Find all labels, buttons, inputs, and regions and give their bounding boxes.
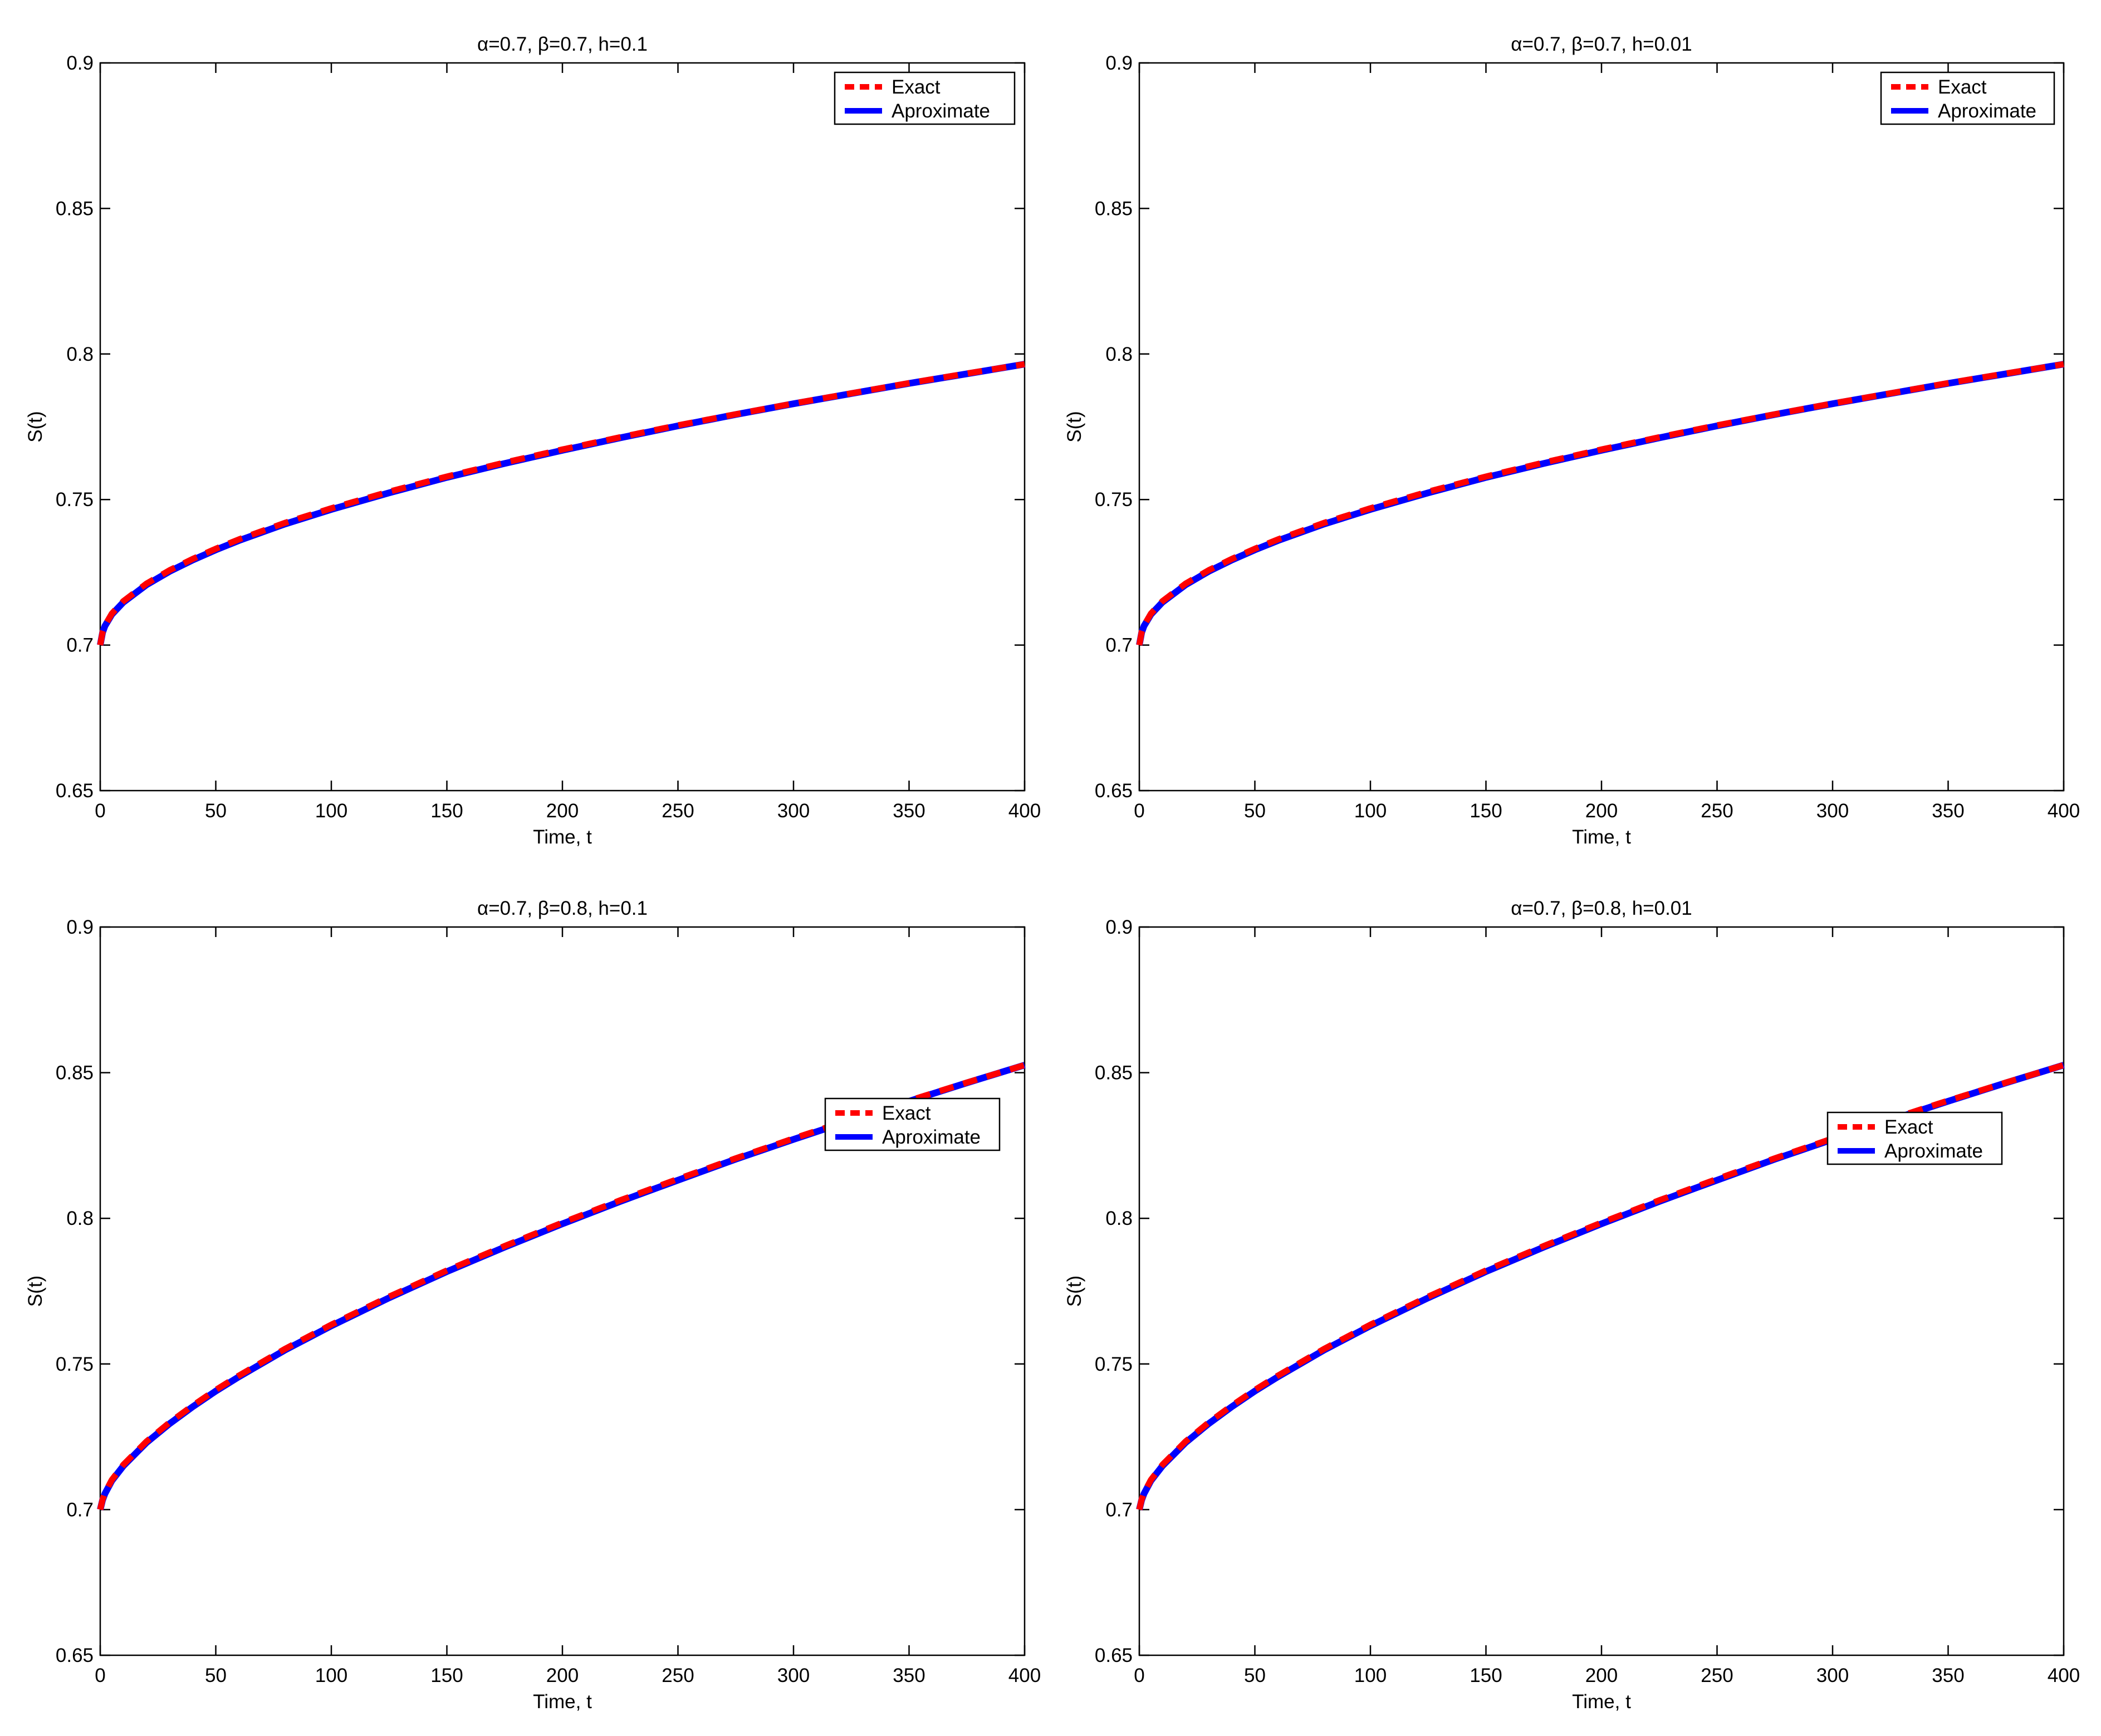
x-tick-label: 150	[430, 800, 463, 822]
y-tick-label: 0.8	[1105, 344, 1133, 365]
y-tick-label: 0.85	[56, 1062, 94, 1084]
x-axis-label: Time, t	[1572, 826, 1631, 848]
x-tick-label: 300	[777, 800, 810, 822]
x-tick-label: 350	[893, 1665, 925, 1686]
chart-panel-2: 0 50 100 150 200 250 300 350 400 0.65 0.7 0.75 0.8 0.…	[1064, 33, 2080, 848]
x-tick-label: 300	[1816, 1665, 1849, 1686]
chart-title: α=0.7, β=0.7, h=0.01	[1511, 33, 1692, 55]
series-line-exact	[1136, 361, 2064, 646]
x-tick-label: 200	[546, 800, 579, 822]
x-tick-label: 0	[1134, 1665, 1144, 1686]
chart-title: α=0.7, β=0.8, h=0.1	[477, 898, 648, 919]
x-tick-label: 100	[1354, 800, 1387, 822]
x-tick-label: 350	[1932, 1665, 1964, 1686]
y-tick-label: 0.9	[1105, 916, 1133, 938]
x-tick-label: 150	[1470, 800, 1502, 822]
y-tick-label: 0.7	[1105, 1499, 1133, 1521]
y-tick-label: 0.7	[1105, 635, 1133, 656]
legend-box	[834, 71, 1016, 125]
x-tick-label: 250	[662, 800, 694, 822]
legend-label: Aproximate	[882, 1126, 981, 1148]
y-tick-label: 0.8	[1105, 1208, 1133, 1229]
x-tick-label: 400	[1008, 800, 1041, 822]
y-tick-label: 0.65	[1095, 1645, 1133, 1666]
x-axis-label: Time, t	[1572, 1691, 1631, 1713]
x-tick-label: 50	[205, 1665, 227, 1686]
y-tick-label: 0.7	[66, 1499, 94, 1521]
x-tick-label: 400	[2048, 800, 2080, 822]
x-tick-label: 250	[1701, 800, 1733, 822]
y-tick-label: 0.8	[66, 1208, 94, 1229]
x-tick-label: 50	[1244, 1665, 1266, 1686]
x-tick-label: 150	[1470, 1665, 1502, 1686]
chart-panel-3: 0 50 100 150 200 250 300 350 400 0.65 0.7 0.75 0.8 0.…	[25, 898, 1041, 1713]
y-tick-label: 0.85	[1095, 1062, 1133, 1084]
y-tick-label: 0.65	[1095, 780, 1133, 802]
x-tick-label: 250	[662, 1665, 694, 1686]
y-tick-label: 0.75	[56, 489, 94, 511]
y-tick-label: 0.85	[1095, 198, 1133, 219]
x-axis-label: Time, t	[533, 826, 592, 848]
y-axis-label: S(t)	[1064, 411, 1085, 442]
chart-title: α=0.7, β=0.8, h=0.01	[1511, 898, 1692, 919]
y-tick-label: 0.75	[56, 1354, 94, 1375]
x-tick-label: 350	[1932, 800, 1964, 822]
legend-label: Exact	[1884, 1116, 1933, 1138]
x-tick-label: 200	[1585, 1665, 1618, 1686]
legend-box	[1880, 71, 2055, 125]
x-tick-label: 200	[546, 1665, 579, 1686]
x-tick-label: 300	[1816, 800, 1849, 822]
legend-label: Exact	[882, 1102, 931, 1124]
legend-box	[1826, 1111, 2003, 1165]
chart-panel-4: 0 50 100 150 200 250 300 350 400 0.65 0.7 0.75 0.8 0.…	[1064, 898, 2080, 1713]
y-tick-label: 0.8	[66, 344, 94, 365]
y-axis-label: S(t)	[1064, 1276, 1085, 1307]
series-line-exact	[97, 1062, 1026, 1511]
x-axis-label: Time, t	[533, 1691, 592, 1713]
y-tick-label: 0.85	[56, 198, 94, 219]
legend-box	[824, 1097, 1001, 1151]
chart-title: α=0.7, β=0.7, h=0.1	[477, 33, 648, 55]
y-tick-label: 0.65	[56, 780, 94, 802]
x-tick-label: 0	[95, 800, 105, 822]
x-tick-label: 200	[1585, 800, 1618, 822]
series-line-exact	[97, 361, 1025, 646]
legend-label: Aproximate	[1884, 1140, 1983, 1162]
y-axis-label: S(t)	[25, 411, 46, 442]
legend-label: Aproximate	[1938, 100, 2036, 122]
x-tick-label: 400	[1008, 1665, 1041, 1686]
y-tick-label: 0.9	[1105, 52, 1133, 74]
legend-label: Exact	[1938, 76, 1987, 98]
y-tick-label: 0.75	[1095, 489, 1133, 511]
y-tick-label: 0.75	[1095, 1354, 1133, 1375]
legend-label: Aproximate	[892, 100, 990, 122]
legend-label: Exact	[892, 76, 941, 98]
x-tick-label: 350	[893, 800, 925, 822]
y-tick-label: 0.9	[66, 52, 94, 74]
x-tick-label: 100	[315, 1665, 347, 1686]
x-tick-label: 0	[1134, 800, 1144, 822]
x-tick-label: 50	[1244, 800, 1266, 822]
x-tick-label: 100	[1354, 1665, 1387, 1686]
x-tick-label: 150	[430, 1665, 463, 1686]
x-tick-label: 50	[205, 800, 227, 822]
y-tick-label: 0.9	[66, 916, 94, 938]
chart-panel-1: 0 50 100 150 200 250 300 350 400 0.65 0.7 0.75 0.8 0.…	[25, 33, 1041, 848]
x-tick-label: 0	[95, 1665, 105, 1686]
y-tick-label: 0.7	[66, 635, 94, 656]
x-tick-label: 100	[315, 800, 347, 822]
x-tick-label: 300	[777, 1665, 810, 1686]
y-axis-label: S(t)	[25, 1276, 46, 1307]
y-tick-label: 0.65	[56, 1645, 94, 1666]
x-tick-label: 250	[1701, 1665, 1733, 1686]
x-tick-label: 400	[2048, 1665, 2080, 1686]
